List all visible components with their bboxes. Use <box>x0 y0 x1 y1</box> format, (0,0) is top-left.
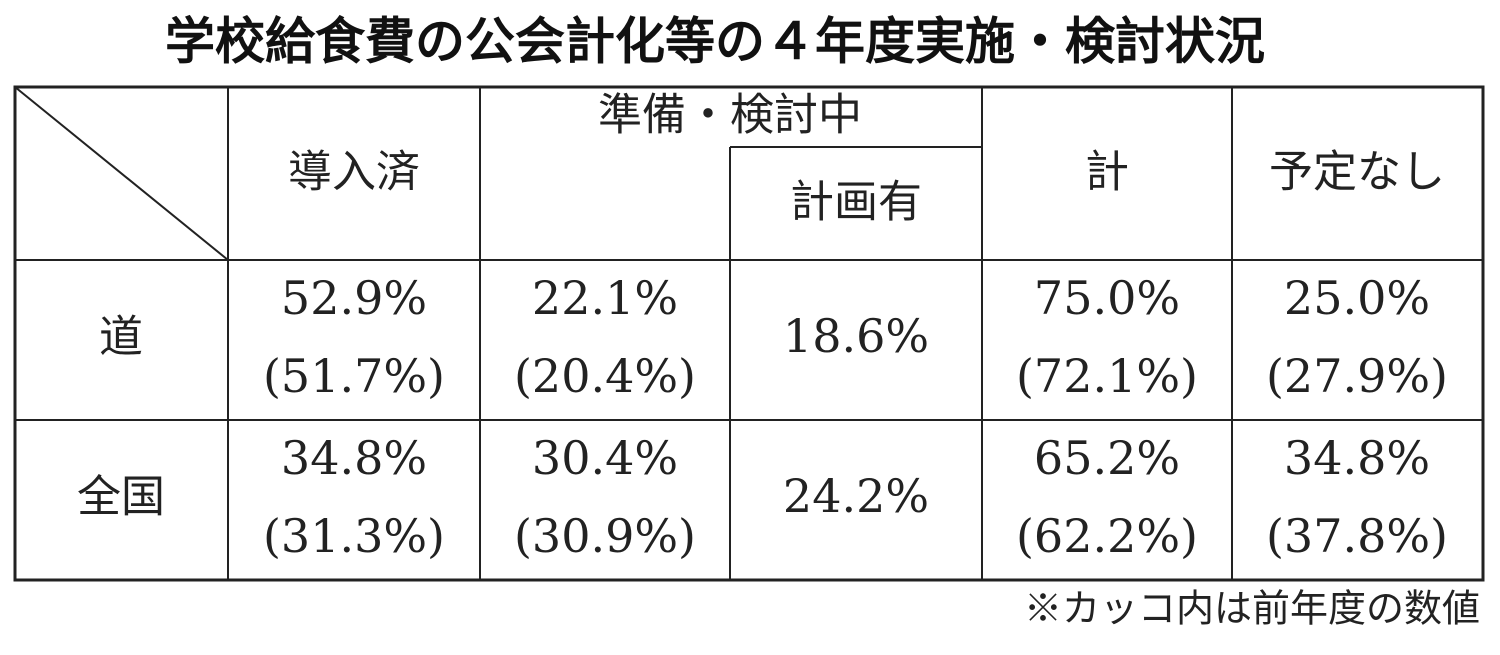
diagonal <box>14 86 229 261</box>
cell-value: (27.9%) <box>1266 349 1448 403</box>
cell-value: (51.7%) <box>263 349 445 403</box>
column-header: 計画有 <box>790 177 922 228</box>
cell-value: (20.4%) <box>514 349 696 403</box>
row-label: 全国 <box>77 472 165 523</box>
cell-value: 24.2% <box>783 469 929 523</box>
note: ※カッコ内は前年度の数値 <box>1024 587 1480 631</box>
column-header: 計 <box>1085 147 1129 198</box>
table-border <box>13 85 1485 582</box>
cell-value: 25.0% <box>1284 271 1430 325</box>
cell-value: (31.3%) <box>263 509 445 563</box>
cell-value: (62.2%) <box>1016 509 1198 563</box>
cell-value: (72.1%) <box>1016 349 1198 403</box>
title: 学校給食費の公会計化等の４年度実施・検討状況 <box>165 13 1265 71</box>
column-header: 予定なし <box>1269 147 1445 198</box>
column-header: 導入済 <box>288 147 420 198</box>
column-header: 準備・検討中 <box>598 90 862 141</box>
cell-value: 18.6% <box>783 309 929 363</box>
cell-value: 52.9% <box>281 271 427 325</box>
cell-value: (37.8%) <box>1266 509 1448 563</box>
cell-value: 75.0% <box>1034 271 1180 325</box>
cell-value: 34.8% <box>1284 431 1430 485</box>
cell-value: (30.9%) <box>514 509 696 563</box>
cell-value: 65.2% <box>1034 431 1180 485</box>
row-label: 道 <box>99 312 143 363</box>
cell-value: 34.8% <box>281 431 427 485</box>
cell-value: 22.1% <box>532 271 678 325</box>
cell-value: 30.4% <box>532 431 678 485</box>
